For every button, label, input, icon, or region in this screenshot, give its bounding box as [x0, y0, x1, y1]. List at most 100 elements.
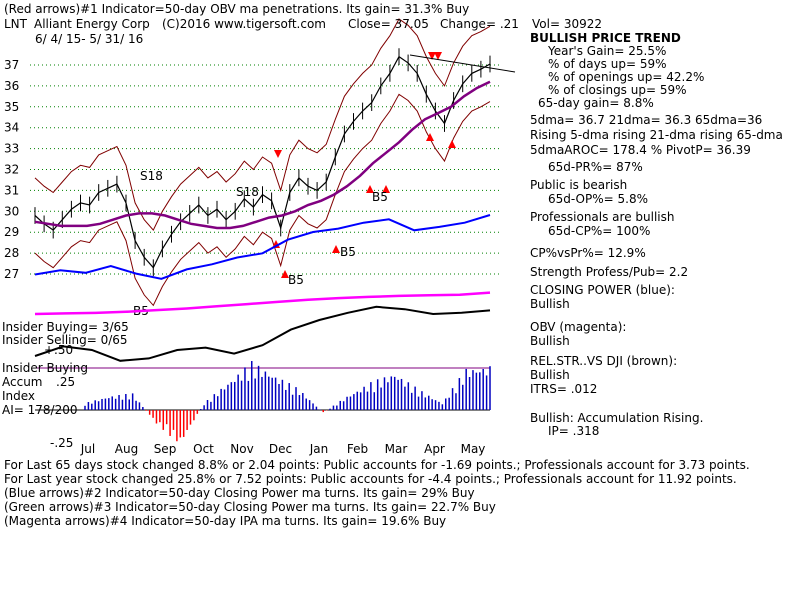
red-up-arrow: [448, 140, 456, 148]
red-up-arrow: [426, 133, 434, 141]
panel-title: BULLISH PRICE TREND: [530, 31, 681, 45]
panel-line: Bullish: [530, 334, 570, 348]
accum-value: .25: [56, 375, 76, 389]
y-tick-label: 34: [4, 121, 19, 135]
month-label: Oct: [193, 442, 214, 456]
panel-line: % of openings up= 42.2%: [548, 70, 705, 84]
red-up-arrow: [382, 185, 390, 193]
company-name: Alliant Energy Corp: [34, 17, 150, 31]
price-series: [34, 48, 491, 277]
y-tick-label: 35: [4, 100, 19, 114]
y-tick-label: 37: [4, 58, 19, 72]
month-label: Nov: [230, 442, 253, 456]
panel-line: Professionals are bullish: [530, 210, 675, 224]
panel-line: Year's Gain= 25.5%: [548, 44, 667, 58]
insider-buying-label: Insider Buying: [2, 361, 88, 375]
date-range: 6/ 4/ 15- 5/ 31/ 16: [35, 32, 144, 46]
panel-line: CLOSING POWER (blue):: [530, 283, 675, 297]
lower-band: [34, 93, 491, 307]
obv-line: [34, 291, 491, 316]
y-tick-label: 27: [4, 267, 19, 281]
y-tick-label: 29: [4, 225, 19, 239]
month-label: May: [461, 442, 486, 456]
panel-line: Rising 5-dma rising 21-dma rising 65-dma: [530, 128, 783, 142]
price-bands: [34, 18, 491, 307]
panel-line: IP= .318: [548, 424, 600, 438]
price-line: [34, 55, 491, 269]
footer-line: (Blue arrows)#2 Indicator=50-day Closing…: [4, 486, 475, 500]
panel-line: Strength Profess/Pub= 2.2: [530, 265, 689, 279]
month-label: Jan: [309, 442, 329, 456]
y-tick-label: 36: [4, 79, 19, 93]
red-down-arrow: [428, 52, 436, 60]
change-value: Change= .21: [440, 17, 519, 31]
panel-line: Bullish: Accumulation Rising.: [530, 411, 704, 425]
month-labels: Jul Aug Sep Oct Nov Dec Jan Feb Mar Apr May: [80, 442, 486, 456]
red-up-arrow: [281, 270, 289, 278]
ma-line: [34, 80, 491, 230]
panel-line: OBV (magenta):: [530, 320, 627, 334]
volume-value: Vol= 30922: [532, 17, 602, 31]
minus-twenty-five-label: -.25: [50, 436, 74, 450]
y-tick-label: 33: [4, 142, 19, 156]
signal-label: B5: [288, 273, 304, 287]
signal-label: S18: [140, 169, 163, 183]
month-label: Feb: [347, 442, 368, 456]
y-tick-labels: 37 36 35 34 33 32 31 30 29 28 27: [4, 58, 19, 281]
closing-power-series: [34, 214, 491, 280]
index-label: Index: [2, 389, 36, 403]
y-tick-label: 31: [4, 183, 19, 197]
y-tick-label: 32: [4, 163, 19, 177]
y-tick-label: 30: [4, 204, 19, 218]
panel-line: REL.STR..VS DJI (brown):: [530, 354, 678, 368]
price-grid: [30, 64, 500, 275]
ai-label: AI= 178/200: [2, 403, 78, 417]
month-label: Sep: [154, 442, 177, 456]
panel-line: CP%vsPr%= 12.9%: [530, 246, 646, 260]
panel-line: Bullish: [530, 368, 570, 382]
month-label: Mar: [385, 442, 408, 456]
ticker-symbol: LNT: [4, 17, 27, 31]
footer-line: For Last 65 days stock changed 8.8% or 2…: [4, 458, 750, 472]
header-line-1: (Red arrows)#1 Indicator=50-day OBV ma p…: [4, 2, 470, 16]
panel-line: 65d-OP%= 5.8%: [548, 192, 648, 206]
panel-line: 5dma= 36.7 21dma= 36.3 65dma=36: [530, 113, 763, 127]
month-label: Dec: [269, 442, 292, 456]
plus-fifty-label: +.50: [44, 343, 74, 357]
footer-line: For Last year stock changed 25.8% or 7.5…: [4, 472, 737, 486]
close-value: Close= 37.05: [348, 17, 429, 31]
month-label: Apr: [424, 442, 445, 456]
insider-selling-count: Insider Selling= 0/65: [2, 333, 128, 347]
accumulation-bars: [35, 361, 491, 442]
signal-label: B5: [372, 190, 388, 204]
month-label: Aug: [115, 442, 138, 456]
month-label: Jul: [80, 442, 95, 456]
insider-buying-count: Insider Buying= 3/65: [2, 320, 129, 334]
y-tick-label: 28: [4, 246, 19, 260]
copyright: (C)2016 www.tigersoft.com: [162, 17, 326, 31]
panel-line: 5dmaAROC= 178.4 % PivotP= 36.39: [530, 143, 751, 157]
panel-line: % of closings up= 59%: [548, 83, 687, 97]
footer-line: (Green arrows)#3 Indicator=50-day Closin…: [4, 500, 496, 514]
accum-label: Accum: [2, 375, 43, 389]
red-down-arrow: [274, 150, 282, 158]
moving-average-series: [34, 80, 491, 230]
panel-line: 65d-CP%= 100%: [548, 224, 651, 238]
panel-line: ITRS= .012: [530, 382, 598, 396]
obv-series: [34, 291, 491, 316]
relative-strength-line: [34, 305, 491, 362]
panel-line: Bullish: [530, 297, 570, 311]
signal-label: S18: [236, 185, 259, 199]
red-up-arrow: [366, 185, 374, 193]
upper-band: [34, 18, 491, 231]
footer-line: (Magenta arrows)#4 Indicator=50-day IPA …: [4, 514, 447, 528]
panel-line: Public is bearish: [530, 178, 628, 192]
panel-line: % of days up= 59%: [548, 57, 667, 71]
closing-power-line: [34, 214, 491, 280]
panel-line: 65-day gain= 8.8%: [538, 96, 654, 110]
red-down-arrow: [434, 52, 442, 60]
signal-label: B5: [340, 245, 356, 259]
red-up-arrow: [332, 245, 340, 253]
panel-line: 65d-PR%= 87%: [548, 160, 643, 174]
